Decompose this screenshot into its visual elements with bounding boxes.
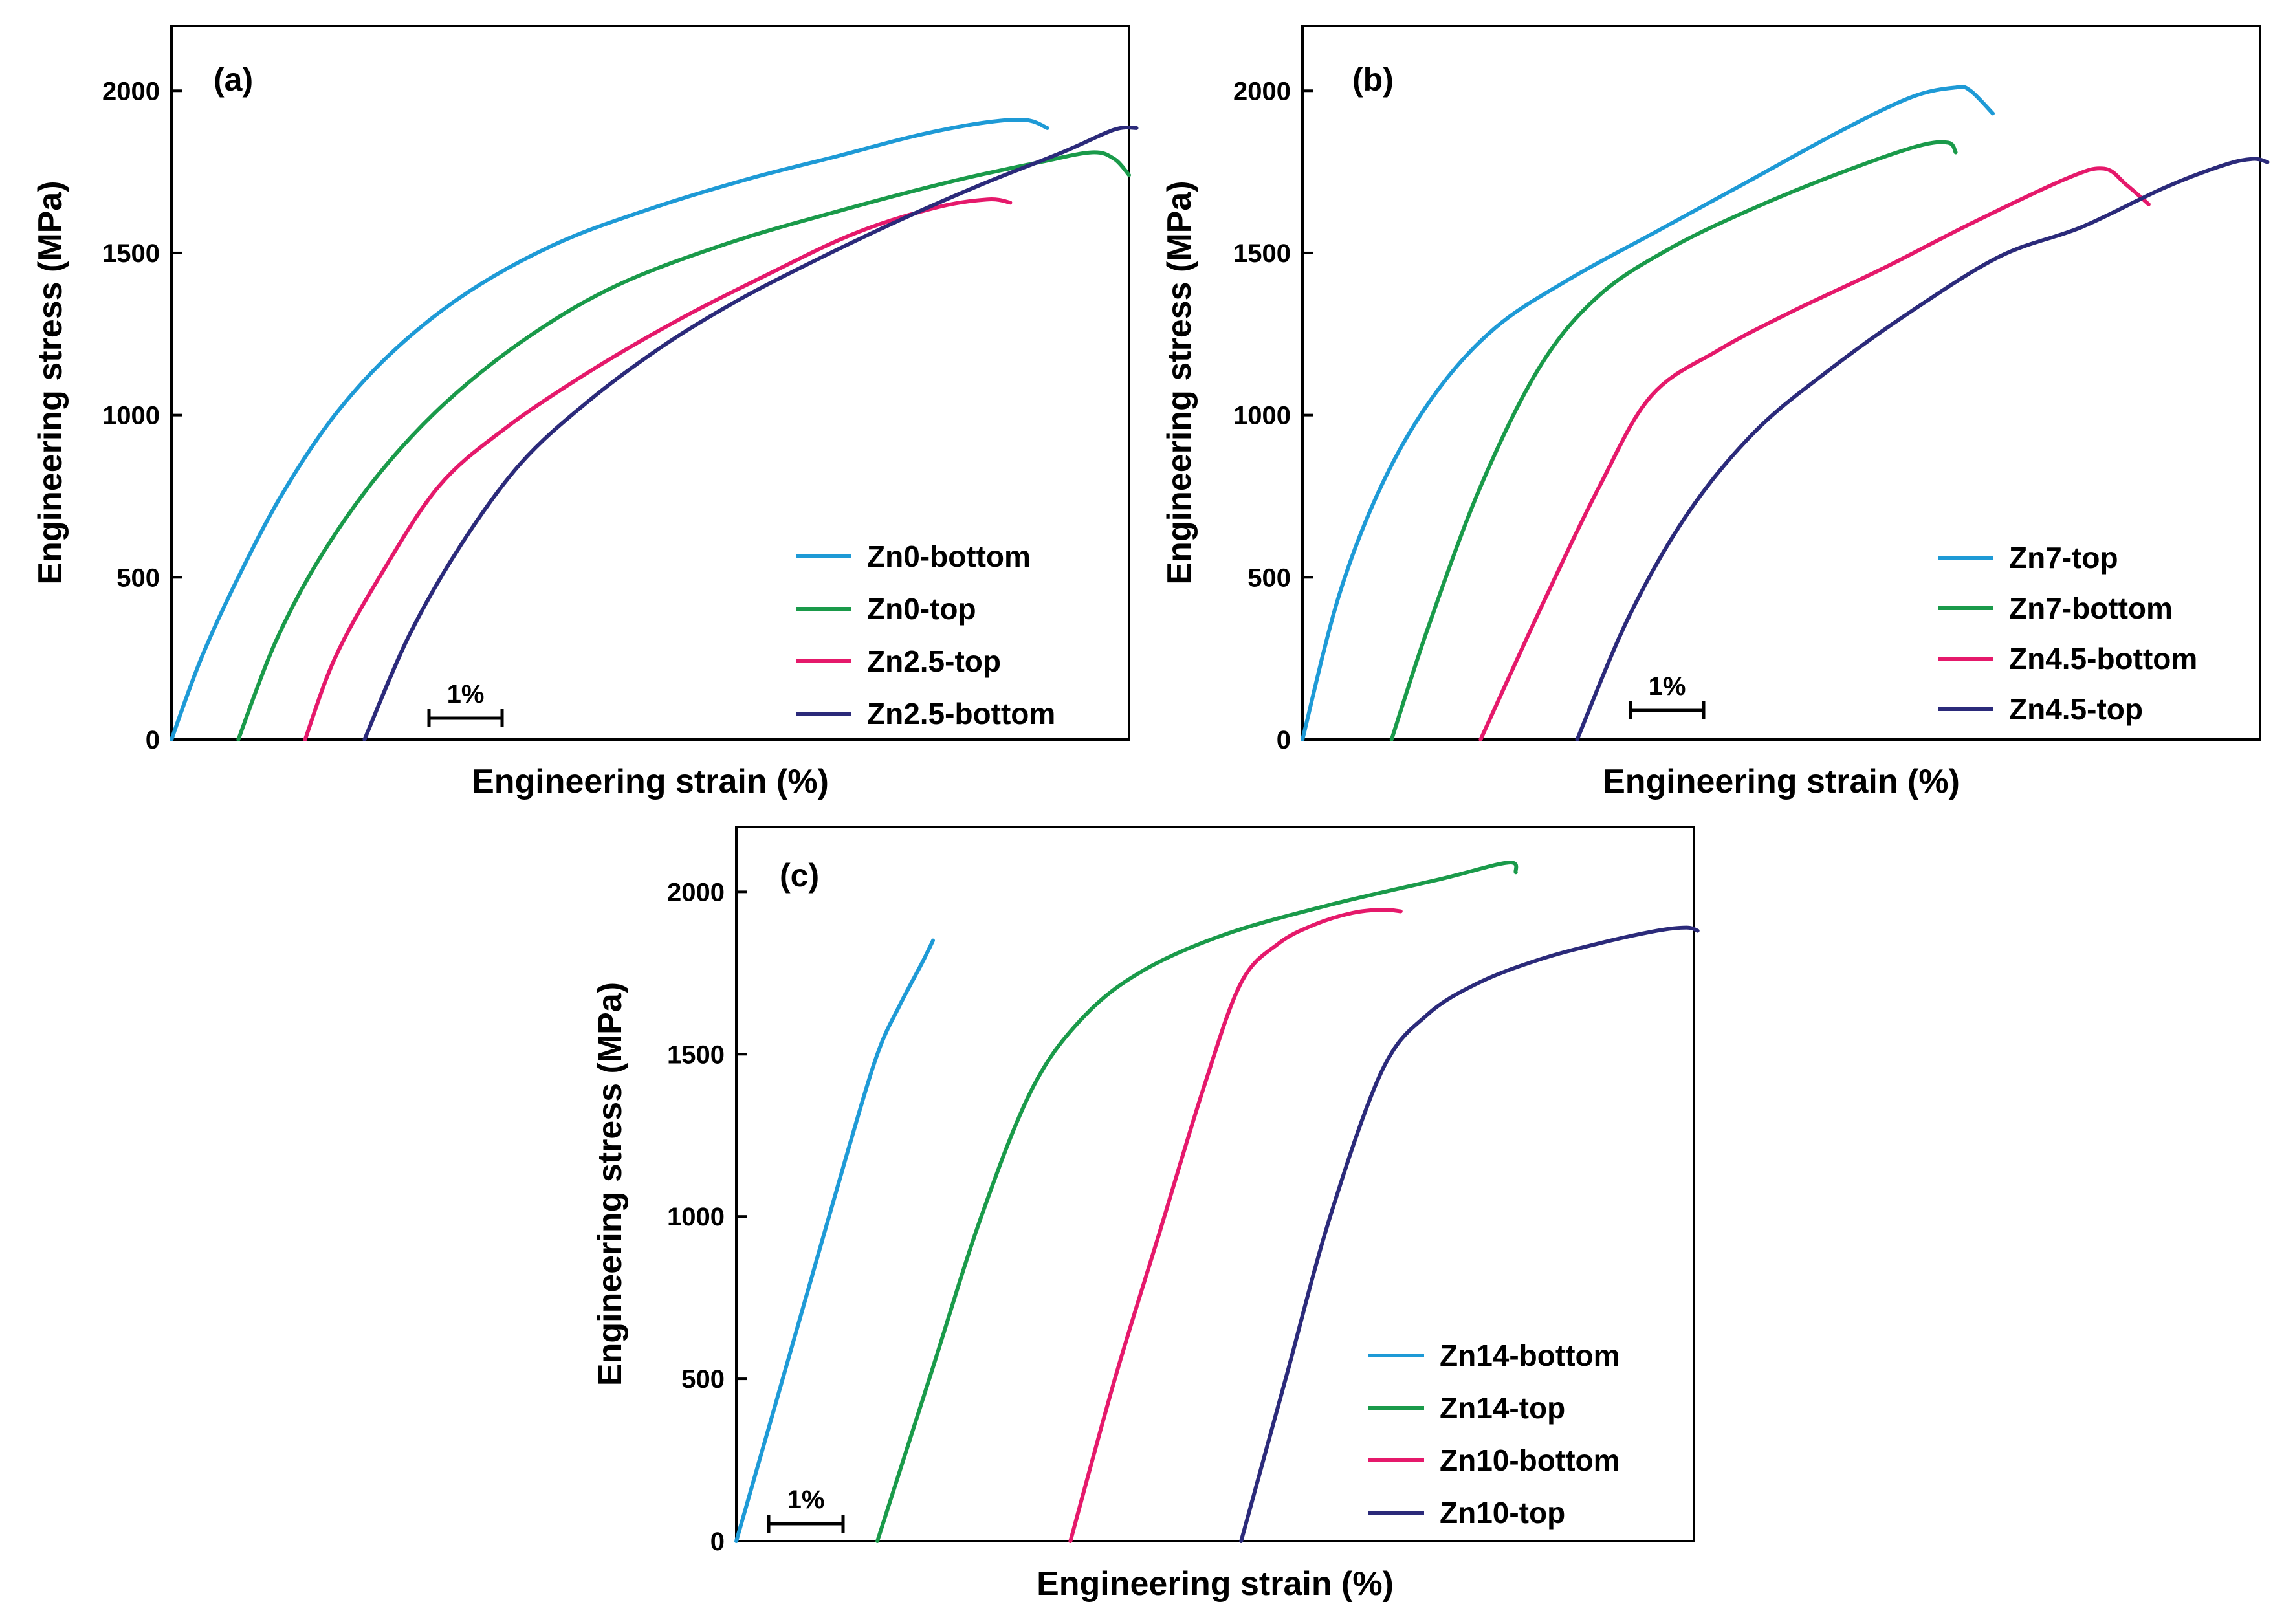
- plot-frame: [170, 25, 1130, 741]
- series-line-zn4-5-bottom: [1478, 166, 2151, 741]
- y-tick-label: 2000: [102, 77, 160, 105]
- series-line-zn0-bottom: [170, 118, 1049, 741]
- legend-label: Zn7-bottom: [2009, 591, 2173, 625]
- legend-label: Zn10-bottom: [1440, 1443, 1620, 1477]
- legend-label: Zn10-top: [1440, 1496, 1565, 1530]
- series-line-zn7-bottom: [1389, 140, 1958, 741]
- legend-label: Zn4.5-top: [2009, 692, 2143, 726]
- panel-b: 0 500 1000 1500 2000 Engineering stress (MPa)…: [1161, 25, 2270, 800]
- panel-label: (c): [780, 857, 819, 894]
- series-line-zn10-top: [1239, 925, 1700, 1543]
- panel-label: (b): [1352, 61, 1394, 98]
- y-tick-label: 1500: [102, 239, 160, 268]
- series-line-zn10-bottom: [1068, 907, 1403, 1543]
- y-axis-title: Engineering stress (MPa): [591, 982, 629, 1386]
- plot-frame: [735, 826, 1695, 1542]
- y-tick-label: 1000: [102, 402, 160, 430]
- scale-bar: [767, 1515, 845, 1533]
- series-line-zn2-5-bottom: [362, 125, 1139, 741]
- series-line-zn4-5-top: [1575, 157, 2270, 741]
- panel-c: 0 500 1000 1500 2000 Engineering stress (MPa)…: [591, 826, 1700, 1603]
- y-tick-label: 1500: [667, 1040, 725, 1069]
- series-line-zn14-top: [875, 861, 1519, 1543]
- scale-bar: [1629, 701, 1706, 719]
- legend-label: Zn0-top: [867, 592, 976, 626]
- legend-label: Zn4.5-bottom: [2009, 642, 2197, 675]
- panel-label: (a): [214, 61, 253, 98]
- y-axis-title: Engineering stress (MPa): [1161, 181, 1198, 584]
- y-tick-label: 2000: [667, 878, 725, 906]
- scale-bar-label: 1%: [1649, 672, 1686, 701]
- plot-frame: [1301, 25, 2261, 741]
- scale-bar-label: 1%: [787, 1486, 825, 1514]
- y-axis-title: Engineering stress (MPa): [32, 181, 69, 584]
- panel-a: 0 500 1000 1500 2000 Engineering stress (MPa)…: [32, 25, 1139, 800]
- x-axis-title: Engineering strain (%): [472, 763, 829, 800]
- x-axis-title: Engineering strain (%): [1037, 1565, 1394, 1603]
- x-axis-title: Engineering strain (%): [1603, 763, 1960, 800]
- y-tick-label: 0: [1277, 726, 1291, 754]
- y-tick-label: 1000: [1233, 402, 1291, 430]
- legend-label: Zn0-bottom: [867, 540, 1031, 573]
- y-tick-label: 1500: [1233, 239, 1291, 268]
- y-tick-label: 0: [146, 726, 160, 754]
- legend-label: Zn14-bottom: [1440, 1339, 1620, 1372]
- y-tick-label: 1000: [667, 1203, 725, 1231]
- series-line-zn14-bottom: [734, 938, 935, 1543]
- y-tick-label: 2000: [1233, 77, 1291, 105]
- legend-label: Zn2.5-bottom: [867, 697, 1055, 730]
- legend-label: Zn14-top: [1440, 1391, 1565, 1425]
- y-tick-label: 500: [1247, 564, 1291, 592]
- scale-bar: [427, 709, 504, 727]
- y-tick-label: 500: [681, 1365, 725, 1394]
- legend-label: Zn2.5-top: [867, 644, 1001, 678]
- scale-bar-label: 1%: [447, 680, 485, 708]
- series-line-zn7-top: [1301, 85, 1995, 741]
- y-tick-label: 0: [710, 1528, 725, 1556]
- legend-label: Zn7-top: [2009, 541, 2118, 575]
- y-tick-label: 500: [116, 564, 160, 592]
